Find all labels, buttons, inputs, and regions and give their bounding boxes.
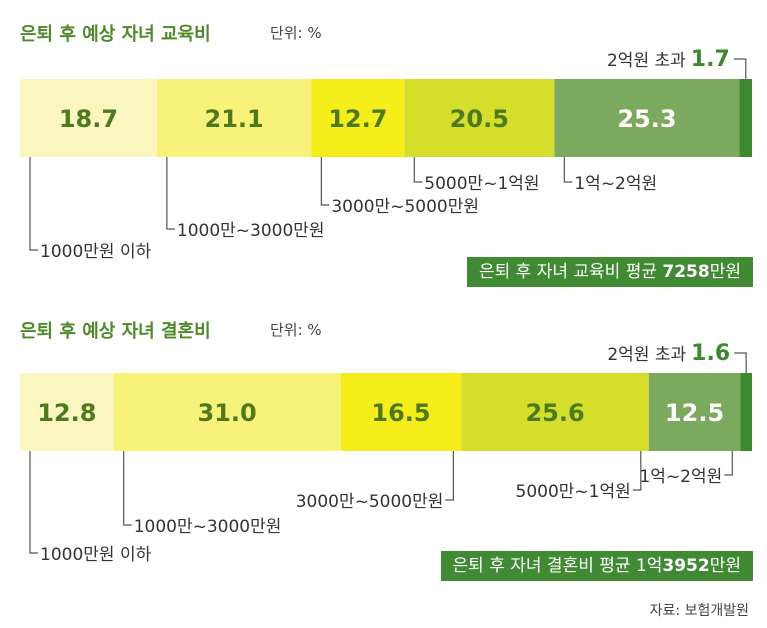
svg-text:3000만~5000만원: 3000만~5000만원 [296, 492, 444, 512]
chart1-unit-label: 단위: % [270, 24, 322, 42]
chart1-category-label-5: 2억원 초과 [607, 51, 686, 71]
chart1-category-0: 1000만원 이하 [29, 157, 152, 262]
chart2-bar-segment-4 [648, 373, 741, 451]
chart2-bar-segment-1 [113, 373, 341, 451]
chart2-bar-segment-2 [340, 373, 462, 451]
chart2-summary-label: 은퇴 후 자녀 결혼비 평균 1억 [452, 556, 663, 576]
chart1-stacked-bar: 18.7 21.1 12.7 20.5 25.3 1000만원 이하 1000만~3000만… [20, 47, 752, 262]
chart1-summary-value: 7258 [662, 262, 710, 282]
chart2-category-label-5: 2억원 초과 [607, 345, 686, 365]
chart1-category-3: 5000만~1억원 [413, 157, 540, 194]
chart1-value-label-2: 12.7 [328, 105, 387, 133]
chart1-title: 은퇴 후 예상 자녀 교육비 [20, 24, 211, 45]
svg-text:1000만원 이하: 1000만원 이하 [40, 545, 152, 565]
chart1-bar-segment-3 [404, 79, 555, 157]
chart2-category-0: 1000만원 이하 [29, 451, 152, 565]
chart2-bar-segment-3 [461, 373, 649, 451]
chart2-category-2: 3000만~5000만원 [296, 451, 454, 512]
chart1-summary-label: 은퇴 후 자녀 교육비 평균 [478, 262, 663, 282]
svg-text:3000만~5000만원: 3000만~5000만원 [331, 197, 479, 217]
chart2-stacked-bar: 12.8 31.0 16.5 25.6 12.5 1000만원 이하 1000만~3000만… [20, 341, 752, 565]
chart2-value-label-5: 1.6 [691, 341, 730, 366]
chart1-value-label-0: 18.7 [59, 105, 118, 133]
chart2-value-label-3: 25.6 [525, 399, 584, 427]
chart2-bar-segment-5 [740, 373, 752, 451]
chart1-bar-segment-5 [739, 79, 752, 157]
svg-text:1억~2억원: 1억~2억원 [639, 467, 722, 487]
chart1-value-label-4: 25.3 [617, 105, 676, 133]
chart1-bar-segment-1 [156, 79, 312, 157]
source-note: 자료: 보험개발원 [649, 603, 749, 619]
chart1-value-label-5: 1.7 [691, 47, 730, 72]
chart2-summary-value: 3952 [662, 556, 710, 576]
chart1-summary-box: 은퇴 후 자녀 교육비 평균 7258만원 [466, 257, 753, 287]
chart2-unit-label: 단위: % [270, 321, 322, 339]
chart1-category-2: 3000만~5000만원 [320, 157, 479, 217]
chart2-value-label-0: 12.8 [37, 399, 96, 427]
svg-text:1000만~3000만원: 1000만~3000만원 [134, 517, 282, 537]
chart2-category-3: 5000만~1억원 [516, 451, 642, 502]
chart2-title: 은퇴 후 예상 자녀 결혼비 [20, 321, 211, 342]
chart2-value-label-4: 12.5 [665, 399, 724, 427]
chart1-summary-unit: 만원 [709, 262, 741, 282]
chart2-category-4: 1억~2억원 [639, 451, 733, 487]
svg-text:1000만원 이하: 1000만원 이하 [40, 242, 152, 262]
chart1-value-label-3: 20.5 [450, 105, 509, 133]
chart1-bar-segment-4 [554, 79, 740, 157]
chart1-category-1: 1000만~3000만원 [166, 157, 325, 241]
chart2-summary-box: 은퇴 후 자녀 결혼비 평균 1억3952만원 [440, 551, 753, 581]
chart2-value-label-1: 31.0 [198, 399, 257, 427]
svg-text:1억~2억원: 1억~2억원 [574, 174, 657, 194]
chart1-category-4: 1억~2억원 [563, 157, 657, 194]
svg-text:5000만~1억원: 5000만~1억원 [516, 482, 631, 502]
chart2-bar-segment-0 [20, 373, 114, 451]
chart2-summary-unit: 만원 [709, 556, 741, 576]
chart2-value-label-2: 16.5 [371, 399, 430, 427]
chart1-bar-segment-2 [311, 79, 405, 157]
svg-text:1000만~3000만원: 1000만~3000만원 [177, 221, 325, 241]
chart1-bar-segment-0 [20, 79, 157, 157]
chart2-category-1: 1000만~3000만원 [123, 451, 282, 537]
chart1-value-label-1: 21.1 [205, 105, 264, 133]
svg-text:5000만~1억원: 5000만~1억원 [424, 174, 539, 194]
